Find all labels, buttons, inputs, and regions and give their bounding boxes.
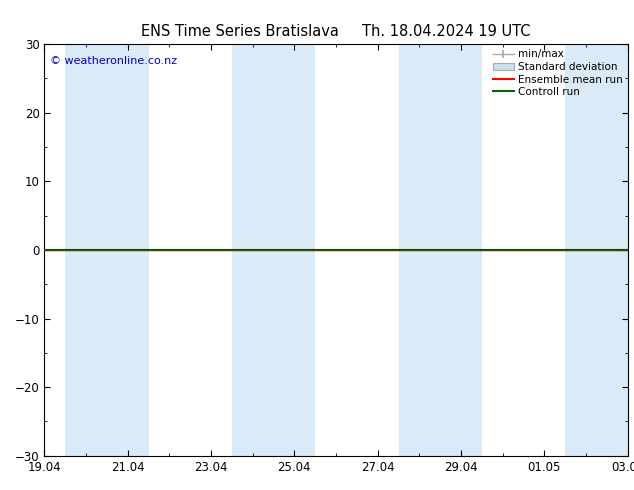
Bar [399, 44, 482, 456]
Text: © weatheronline.co.nz: © weatheronline.co.nz [50, 56, 178, 67]
Bar [232, 44, 315, 456]
Legend: min/max, Standard deviation, Ensemble mean run, Controll run: min/max, Standard deviation, Ensemble me… [491, 47, 624, 99]
Bar [65, 44, 148, 456]
Bar [565, 44, 634, 456]
Title: ENS Time Series Bratislava     Th. 18.04.2024 19 UTC: ENS Time Series Bratislava Th. 18.04.202… [141, 24, 531, 39]
